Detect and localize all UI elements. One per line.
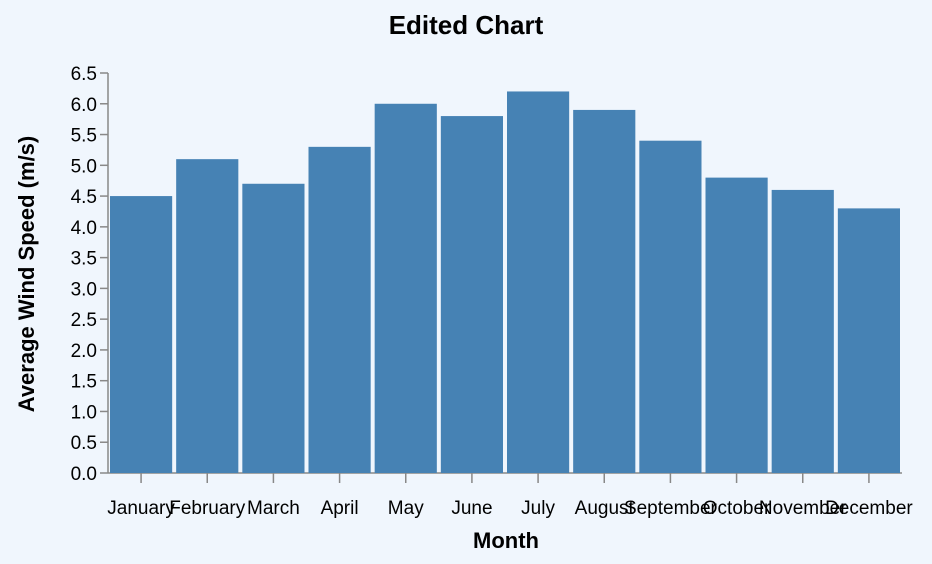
x-tick-label: July — [521, 498, 555, 519]
x-tick-label: September — [624, 498, 718, 519]
x-tick-label: January — [107, 498, 175, 519]
bar-february — [176, 159, 239, 473]
y-axis: 0.0 0.5 1.0 1.5 2.0 2.5 3.0 3.5 4.0 4.5 5.0 5.5 6.0 6… — [71, 64, 109, 485]
bar-june — [440, 116, 503, 474]
x-tick-label: August — [575, 498, 635, 519]
x-tick-label: March — [247, 498, 300, 519]
bar-july — [507, 91, 570, 473]
y-tick-label: 5.5 — [71, 126, 97, 147]
bar-november — [771, 189, 834, 473]
bar-october — [705, 177, 768, 473]
bar-march — [242, 183, 305, 473]
y-tick-label: 3.0 — [71, 279, 97, 300]
y-tick-label: 2.0 — [71, 341, 97, 362]
y-tick-label: 3.5 — [71, 249, 97, 270]
bar-august — [573, 109, 636, 473]
y-tick-label: 1.0 — [71, 402, 97, 423]
x-axis-title: Month — [473, 528, 539, 553]
y-tick-label: 1.5 — [71, 372, 97, 393]
x-tick-label: June — [451, 498, 492, 519]
y-axis-title: Average Wind Speed (m/s) — [14, 136, 39, 413]
y-tick-label: 4.5 — [71, 187, 97, 208]
bar-september — [639, 140, 702, 473]
x-tick-label: May — [388, 498, 424, 519]
x-tick-label: November — [759, 498, 847, 519]
bar-january — [110, 196, 173, 474]
x-tick-label: October — [703, 498, 771, 519]
bar-may — [374, 103, 437, 474]
y-tick-label: 4.0 — [71, 218, 97, 239]
x-tick-label: April — [321, 498, 359, 519]
y-tick-label: 5.0 — [71, 156, 97, 177]
y-tick-label: 0.0 — [71, 464, 97, 485]
bar-december — [837, 208, 900, 473]
y-tick-label: 0.5 — [71, 433, 97, 454]
y-tick-label: 6.5 — [71, 64, 97, 85]
bar-april — [308, 146, 371, 473]
chart-title: Edited Chart — [389, 10, 544, 40]
x-tick-label: February — [169, 498, 246, 519]
y-tick-label: 6.0 — [71, 95, 97, 116]
y-tick-label: 2.5 — [71, 310, 97, 331]
x-tick-label: December — [825, 498, 913, 519]
bars — [110, 91, 900, 474]
